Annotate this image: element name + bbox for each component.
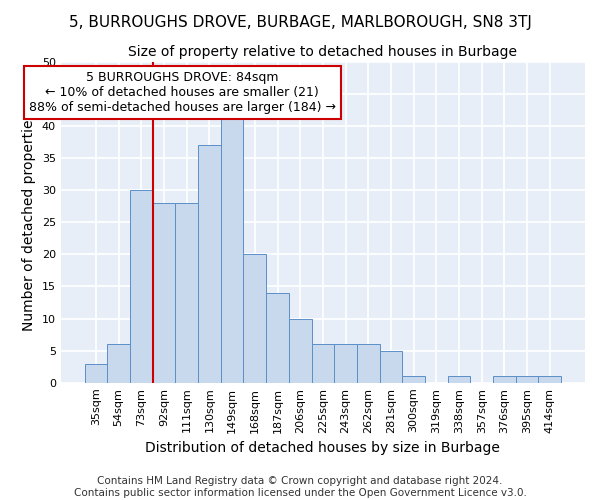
Text: Contains HM Land Registry data © Crown copyright and database right 2024.
Contai: Contains HM Land Registry data © Crown c… [74,476,526,498]
Bar [357,344,380,383]
Bar [289,318,311,383]
Text: 5, BURROUGHS DROVE, BURBAGE, MARLBOROUGH, SN8 3TJ: 5, BURROUGHS DROVE, BURBAGE, MARLBOROUGH… [68,15,532,30]
Bar [493,376,516,383]
X-axis label: Distribution of detached houses by size in Burbage: Distribution of detached houses by size … [145,441,500,455]
Bar [538,376,561,383]
Bar [107,344,130,383]
Bar [334,344,357,383]
Bar [403,376,425,383]
Bar [311,344,334,383]
Bar [85,364,107,383]
Bar [175,203,198,383]
Bar [244,254,266,383]
Bar [198,145,221,383]
Bar [448,376,470,383]
Text: 5 BURROUGHS DROVE: 84sqm
← 10% of detached houses are smaller (21)
88% of semi-d: 5 BURROUGHS DROVE: 84sqm ← 10% of detach… [29,71,336,114]
Bar [130,190,153,383]
Bar [153,203,175,383]
Bar [516,376,538,383]
Y-axis label: Number of detached properties: Number of detached properties [22,113,36,332]
Bar [221,113,244,383]
Bar [266,293,289,383]
Title: Size of property relative to detached houses in Burbage: Size of property relative to detached ho… [128,45,517,59]
Bar [380,350,403,383]
